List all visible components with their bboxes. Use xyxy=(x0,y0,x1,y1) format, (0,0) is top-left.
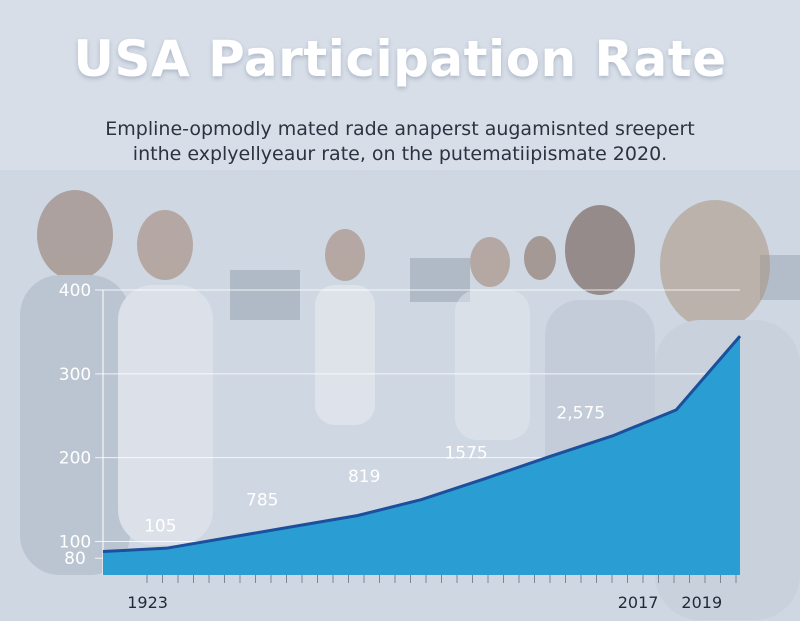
y-tick-label: 80 xyxy=(64,549,86,569)
data-label: 105 xyxy=(144,516,176,536)
data-labels: 105 785 819 1575 2,575 xyxy=(144,403,605,536)
subtitle-line-2: inthe explyellyeaur rate, on the putemat… xyxy=(132,143,668,165)
page-title: USA Participation Rate xyxy=(73,30,727,88)
y-tick-label: 100 xyxy=(59,532,91,552)
y-tick-label: 400 xyxy=(59,281,91,301)
x-tick-label: 1923 xyxy=(127,593,168,612)
data-label: 819 xyxy=(348,467,380,487)
data-label: 1575 xyxy=(444,443,487,463)
y-tick-label: 300 xyxy=(59,365,91,385)
data-label: 785 xyxy=(246,490,278,510)
series-area xyxy=(103,336,740,575)
y-tick-label: 200 xyxy=(59,449,91,469)
area-series xyxy=(102,335,742,575)
subtitle-line-1: Empline-opmodly mated rade anaperst auga… xyxy=(105,118,695,140)
x-tick-label: 2019 xyxy=(681,593,722,612)
x-tick-label: 2017 xyxy=(618,593,659,612)
data-label: 2,575 xyxy=(556,403,605,423)
